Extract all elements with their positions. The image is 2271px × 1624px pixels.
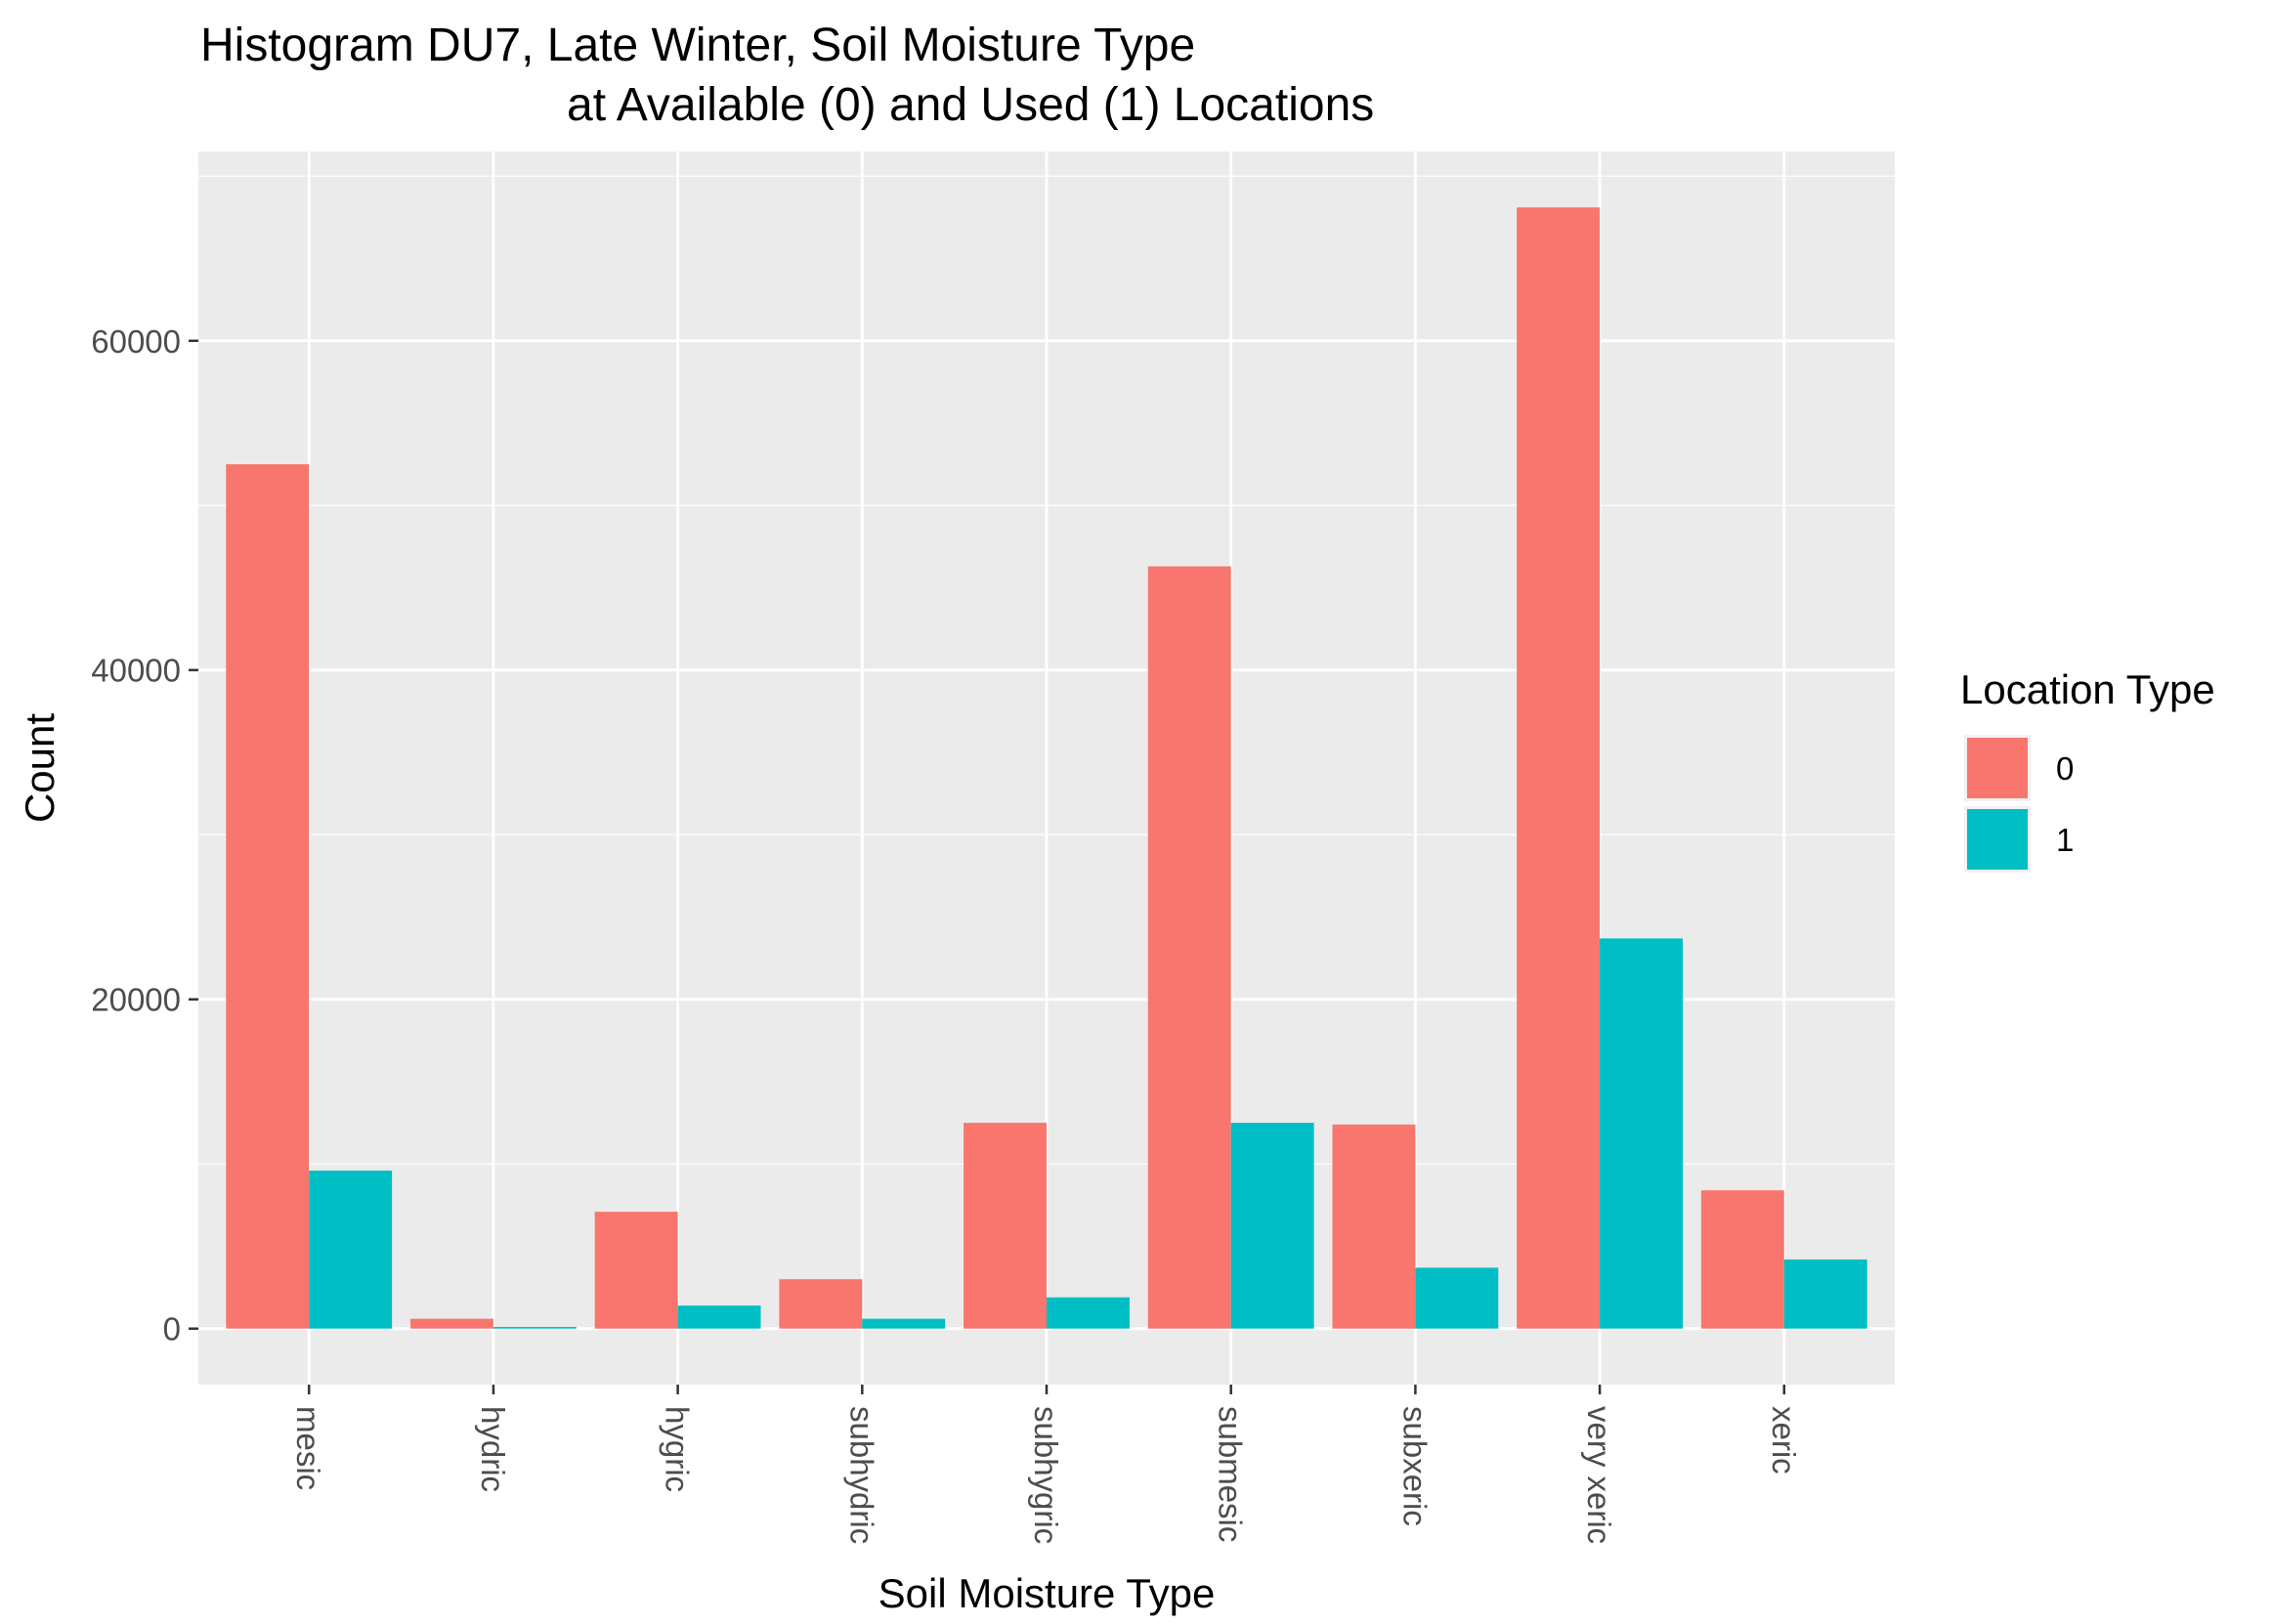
bar-subxeric-series-0 (1332, 1124, 1416, 1329)
y-tick-label: 40000 (91, 653, 181, 689)
x-tick-label: hydric (475, 1406, 511, 1492)
x-axis-title: Soil Moisture Type (878, 1570, 1216, 1616)
bar-xeric-series-1 (1783, 1259, 1867, 1329)
x-tick-label: submesic (1213, 1406, 1249, 1542)
x-tick-label: very xeric (1581, 1406, 1617, 1544)
chart-title-line1: Histogram DU7, Late Winter, Soil Moistur… (200, 20, 1195, 71)
bar-submesic-series-0 (1147, 566, 1231, 1329)
x-tick-label: hygric (660, 1406, 696, 1492)
y-axis-title: Count (17, 713, 63, 823)
legend: Location Type 01 (1960, 666, 2215, 873)
bar-submesic-series-1 (1230, 1123, 1314, 1329)
x-tick-label: subxeric (1396, 1406, 1433, 1526)
legend-label-0: 0 (2056, 750, 2074, 787)
axis-layer: 0 20000 40000 60000 mesic hydric hygric subhydr… (91, 323, 1802, 1544)
bar-subhydric-series-0 (779, 1279, 863, 1329)
bar-mesic-series-1 (309, 1170, 393, 1329)
chart-title-line2: at Available (0) and Used (1) Locations (567, 79, 1374, 131)
bar-subxeric-series-1 (1415, 1267, 1499, 1329)
x-tick-label: subhygric (1028, 1406, 1064, 1544)
y-tick-label: 60000 (91, 323, 181, 360)
legend-swatch-1 (1967, 809, 2028, 870)
bar-subhygric-series-0 (964, 1123, 1047, 1329)
bar-hygric-series-1 (677, 1305, 761, 1329)
bar-very-xeric-series-1 (1600, 938, 1683, 1329)
bar-xeric-series-0 (1700, 1190, 1784, 1329)
bar-very-xeric-series-0 (1517, 207, 1601, 1329)
bar-subhydric-series-1 (862, 1318, 946, 1329)
y-tick-label: 0 (163, 1311, 181, 1347)
y-tick-label: 20000 (91, 982, 181, 1018)
bar-layer (226, 207, 1867, 1329)
legend-items: 01 (1964, 735, 2074, 873)
bar-hydric-series-0 (410, 1318, 493, 1329)
bar-hydric-series-1 (493, 1327, 577, 1329)
legend-title: Location Type (1960, 666, 2215, 712)
bar-hygric-series-0 (594, 1212, 678, 1329)
bar-subhygric-series-1 (1047, 1297, 1130, 1329)
x-tick-label: xeric (1766, 1406, 1802, 1474)
bar-mesic-series-0 (226, 464, 310, 1329)
x-tick-label: mesic (290, 1406, 326, 1490)
legend-label-1: 1 (2056, 822, 2074, 858)
legend-swatch-0 (1967, 738, 2028, 798)
x-tick-label: subhydric (843, 1406, 879, 1544)
